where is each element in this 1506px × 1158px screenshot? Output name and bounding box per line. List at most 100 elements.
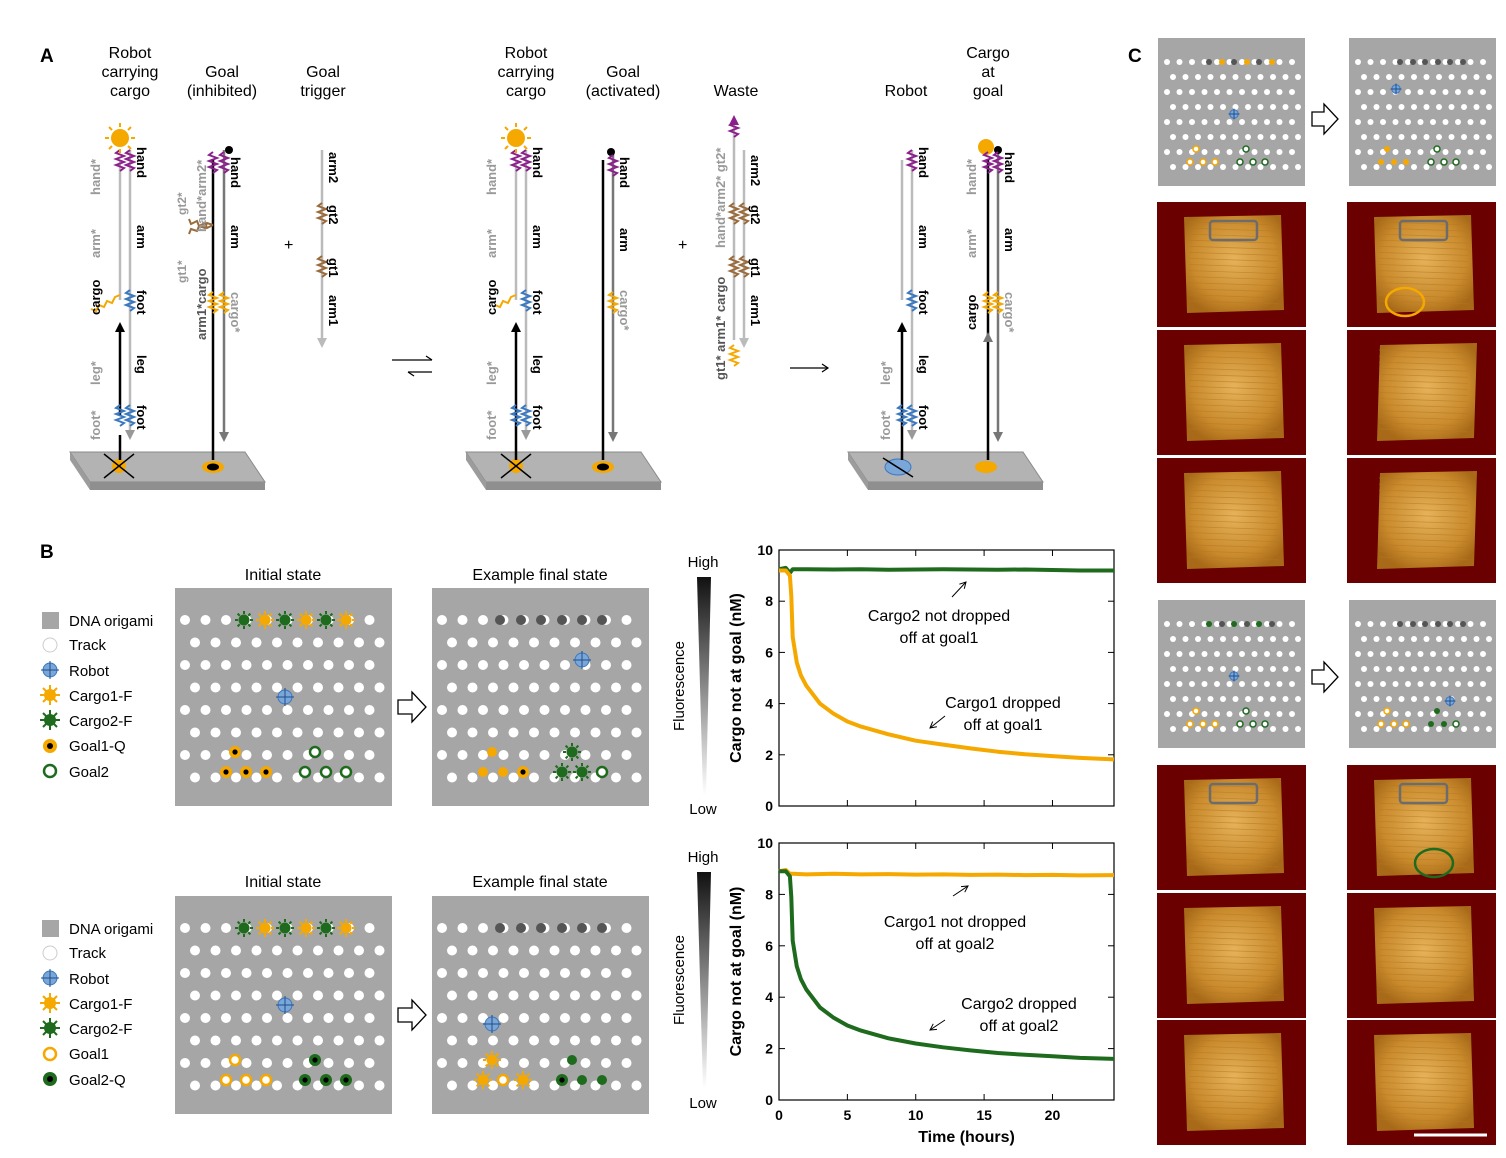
cargo-dot [487,747,497,757]
c-track-dot [1226,621,1233,627]
title-final-state-2: Example final state [472,874,607,891]
track-dot [241,968,252,978]
track-dot [333,990,344,1001]
c-track-dot [1251,621,1258,627]
afm-texture-line [1188,796,1279,801]
c-track-dot [1386,696,1392,702]
y-tick-label: 0 [765,1092,773,1108]
panel-b: DNA origami Track Robot Cargo1-F Cargo2-… [40,542,1115,1146]
fluor-low-1: Low [689,801,717,818]
label-waste-top: hand*arm2* gt2* [713,147,728,248]
afm-texture-line [1378,1051,1469,1056]
track-dot [180,1013,190,1023]
green-ring-icon [1236,158,1244,166]
afm-texture-line [1188,833,1279,837]
c-track-dot [1220,134,1226,140]
c-track-dot [1207,666,1214,672]
track-dot [313,772,323,783]
afm-texture-line [1378,532,1469,536]
track-dot [498,660,509,670]
track-dot [590,1035,601,1046]
goal-inhibited-strand [188,146,233,460]
c-track-dot [1367,621,1374,627]
annotation-line1: Cargo2 not dropped [868,608,1010,625]
track-dot [282,968,293,978]
c-track-dot [1170,164,1176,170]
track-dot [374,727,385,738]
green-ring-icon [1261,158,1269,166]
c-track-dot [1455,621,1461,627]
afm-texture-line [1378,790,1469,795]
c-track-dot [1189,119,1195,125]
quenched-dot [536,923,546,933]
track-dot [611,682,621,693]
afm-texture-line [1378,979,1469,984]
orange-sun-icon [297,611,315,629]
afm-texture-line [1378,349,1469,354]
afm-texture-line [1378,398,1469,402]
afm-texture-line [1188,985,1279,990]
c-track-dot [1380,621,1386,627]
annotation-line1: Cargo2 dropped [961,996,1077,1013]
label-arm-2: arm [530,225,545,249]
afm-texture-line [1188,1039,1279,1044]
c-track-dot [1436,666,1442,672]
label-foot-3: foot [916,290,931,315]
track-dot [508,682,519,693]
afm-texture-line [1378,380,1469,384]
track-dot [231,1080,241,1091]
track-dot [570,945,580,956]
cargo-dot [1441,721,1447,727]
label-hand-cargo-goal: hand [1002,152,1017,183]
track-dot [210,682,221,693]
c-track-dot [1436,164,1442,170]
track-dot [498,705,509,715]
c-track-dot [1467,651,1474,657]
c-track-dot [1201,621,1208,627]
afm-texture-line [1188,392,1279,396]
green-ring-icon [298,765,312,779]
track-dot [539,1058,550,1068]
goal2-q-icon [340,1074,352,1086]
afm-texture-line [1378,796,1469,801]
green-ring-icon [1242,707,1250,715]
green-star-icon [573,763,591,781]
c-track-dot [1361,134,1367,140]
quenched-dot [1206,59,1212,65]
label-foot-star-2: foot* [484,409,499,440]
c-track-dot [1411,74,1417,80]
c-track-dot [1289,651,1295,657]
panel-c [1157,38,1496,1145]
orange-ring-icon [1377,720,1385,728]
track-dot [529,1035,539,1046]
track-dot [590,990,601,1001]
track-dot [221,615,231,625]
track-dot [447,682,457,693]
c-track-dot [1467,89,1474,95]
orange-ring-icon [1186,158,1194,166]
annotation-line1: Cargo1 not dropped [884,914,1026,931]
green-star-icon [317,919,335,937]
cargo-dot [1403,159,1409,165]
afm-texture-line [1188,802,1279,807]
orange-ring-icon [1211,720,1219,728]
cargo-dot [1428,721,1434,727]
orange-sun-icon [514,1071,532,1089]
c-track-dot [1251,711,1258,717]
track-dot [539,705,550,715]
track-dot [621,615,632,625]
green-star-icon [40,710,60,730]
afm-texture-line [1188,227,1279,232]
c-track-dot [1195,726,1201,732]
afm-texture-line [1378,1112,1469,1117]
c-track-dot [1295,636,1301,642]
c-track-dot [1226,119,1233,125]
track-dot [539,750,550,760]
cargo-dot [1391,159,1397,165]
label-arm-goal: arm [228,225,243,249]
track-dot [303,968,313,978]
c-track-dot [1398,74,1405,80]
c-track-dot [1398,636,1405,642]
c-track-dot [1282,164,1289,170]
c-track-dot [1220,696,1226,702]
